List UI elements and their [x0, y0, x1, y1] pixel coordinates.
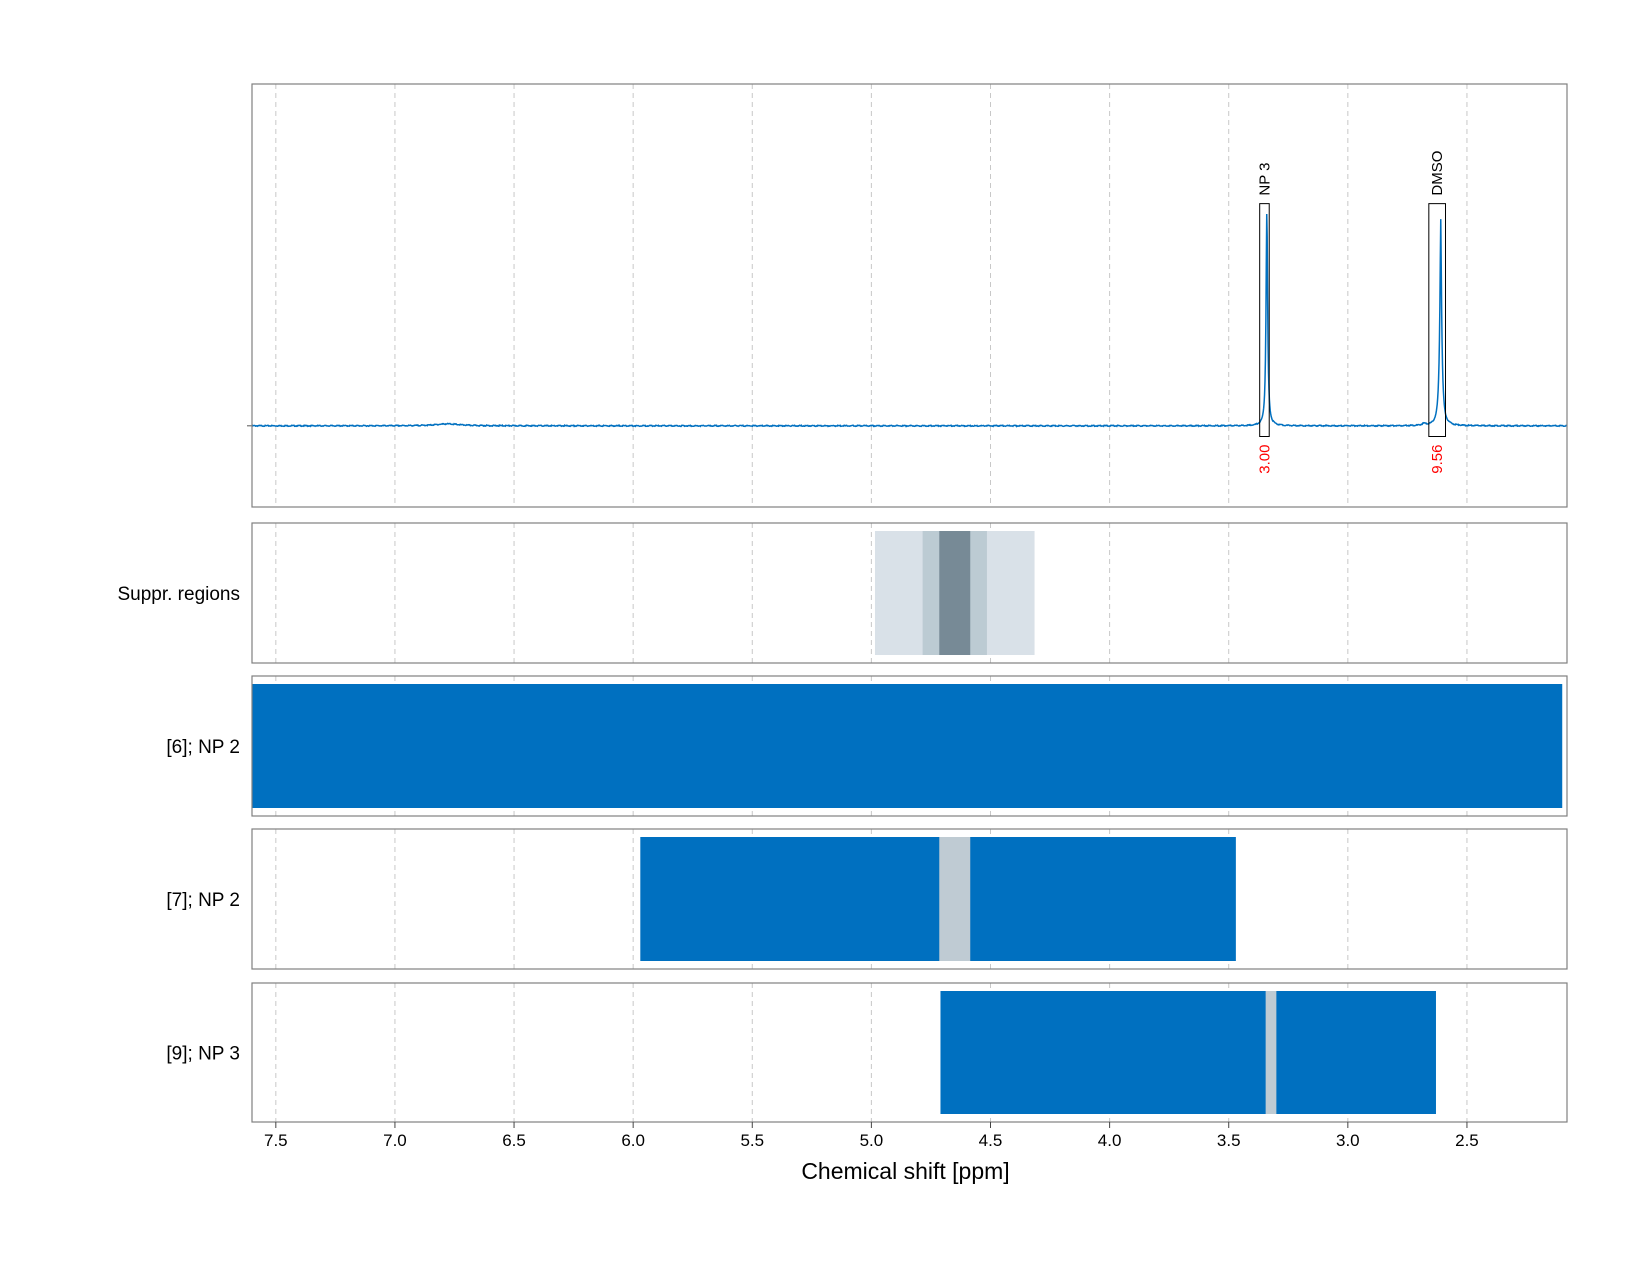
- track-label: [6]; NP 2: [166, 737, 240, 758]
- annotation-label: DMSO: [1429, 151, 1446, 196]
- x-tick-label: 5.0: [860, 1131, 884, 1150]
- x-axis: 7.5 7.0 6.5 6.0 5.5 5.0 4.5 4.0 3.5 3.0 2.5 Chemica…: [264, 1122, 1479, 1184]
- panel-frame: [251, 828, 1568, 970]
- x-tick-label: 2.5: [1455, 1131, 1479, 1150]
- panel-frame: [251, 522, 1568, 664]
- suppression-region: [939, 531, 971, 655]
- annotation-box: [1259, 203, 1270, 437]
- x-tick-label: 6.5: [502, 1131, 526, 1150]
- grid-lines: [275, 84, 1468, 1122]
- fit-range-bar: [940, 991, 1436, 1114]
- integral-value: 3.00: [1256, 445, 1273, 474]
- track-label: [7]; NP 2: [166, 890, 240, 911]
- x-tick-label: 3.5: [1217, 1131, 1241, 1150]
- integral-value: 9.56: [1429, 445, 1446, 474]
- x-tick-label: 7.0: [383, 1131, 407, 1150]
- fit-range-bar: [252, 684, 1563, 808]
- x-tick-label: 5.5: [740, 1131, 764, 1150]
- panel-frame: [251, 83, 1568, 508]
- annotation-box: [1428, 203, 1447, 437]
- panel-frames: [251, 83, 1568, 1123]
- excluded-gap: [939, 837, 971, 961]
- x-tick-label: 4.0: [1098, 1131, 1122, 1150]
- x-tick-label: 7.5: [264, 1131, 288, 1150]
- track-label: Suppr. regions: [117, 584, 240, 605]
- panel-frame: [251, 982, 1568, 1123]
- x-tick-label: 6.0: [621, 1131, 645, 1150]
- fit-range-bar: [640, 837, 1236, 961]
- spectrum-line: [251, 213, 1568, 428]
- panel-frame: [251, 675, 1568, 817]
- excluded-gap: [1265, 991, 1277, 1114]
- x-tick-label: 3.0: [1336, 1131, 1360, 1150]
- track-label: [9]; NP 3: [166, 1044, 240, 1065]
- x-tick-label: 4.5: [979, 1131, 1003, 1150]
- annotation-label: NP 3: [1256, 163, 1273, 196]
- x-axis-label: Chemical shift [ppm]: [801, 1158, 1009, 1184]
- chart-content: NP 3 3.00 DMSO 9.56 Suppr. regions [6]; NP 2 […: [117, 151, 1568, 1114]
